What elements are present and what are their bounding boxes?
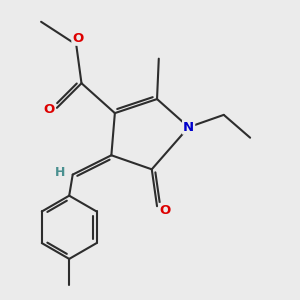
Text: O: O (72, 32, 84, 45)
Text: H: H (55, 166, 66, 179)
Text: O: O (159, 204, 170, 217)
Text: O: O (44, 103, 55, 116)
Text: N: N (183, 121, 194, 134)
